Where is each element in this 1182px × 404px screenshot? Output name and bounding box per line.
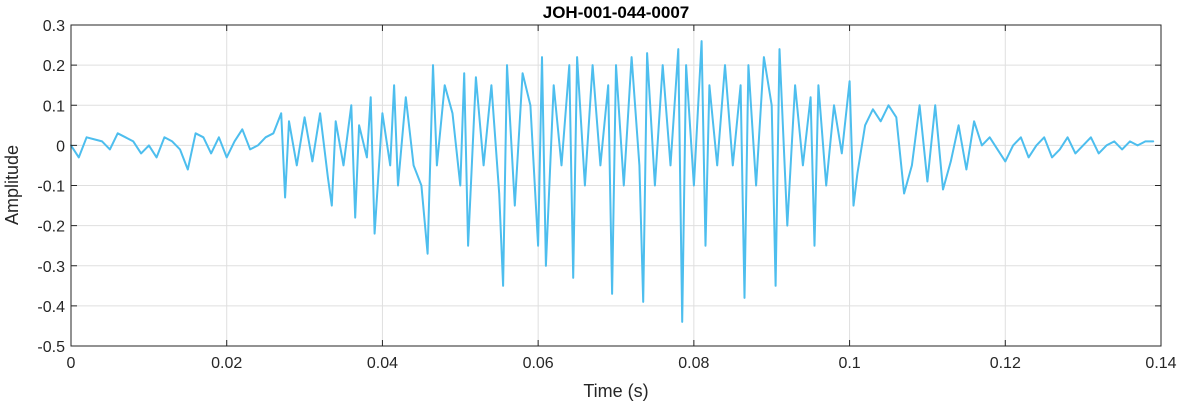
y-tick-label: -0.1 bbox=[37, 179, 65, 196]
x-tick-label: 0.1 bbox=[838, 355, 860, 372]
y-tick-label: 0.2 bbox=[43, 58, 65, 75]
y-tick-label: 0.3 bbox=[43, 18, 65, 35]
series-line-0 bbox=[70, 40, 1155, 323]
y-tick-labels: -0.5 -0.4 -0.3 -0.2 -0.1 0 0.1 0.2 0.3 bbox=[37, 18, 65, 356]
ticks bbox=[70, 24, 1162, 347]
x-tick-label: 0.14 bbox=[1145, 355, 1176, 372]
x-tick-label: 0 bbox=[67, 355, 76, 372]
y-tick-label: 0 bbox=[56, 138, 65, 155]
series-layer bbox=[70, 40, 1155, 323]
chart-title: JOH-001-044-0007 bbox=[543, 3, 689, 22]
x-tick-label: 0.02 bbox=[211, 355, 242, 372]
x-tick-label: 0.12 bbox=[990, 355, 1021, 372]
x-tick-label: 0.06 bbox=[523, 355, 554, 372]
x-axis-label: Time (s) bbox=[583, 381, 648, 401]
y-tick-label: -0.5 bbox=[37, 339, 65, 356]
y-tick-label: -0.4 bbox=[37, 299, 65, 316]
y-tick-label: -0.3 bbox=[37, 259, 65, 276]
y-axis-label: Amplitude bbox=[2, 145, 22, 225]
x-tick-labels: 0 0.02 0.04 0.06 0.08 0.1 0.12 0.14 bbox=[67, 355, 1177, 372]
x-tick-label: 0.04 bbox=[367, 355, 398, 372]
y-tick-label: -0.2 bbox=[37, 219, 65, 236]
x-tick-label: 0.08 bbox=[678, 355, 709, 372]
y-tick-label: 0.1 bbox=[43, 98, 65, 115]
